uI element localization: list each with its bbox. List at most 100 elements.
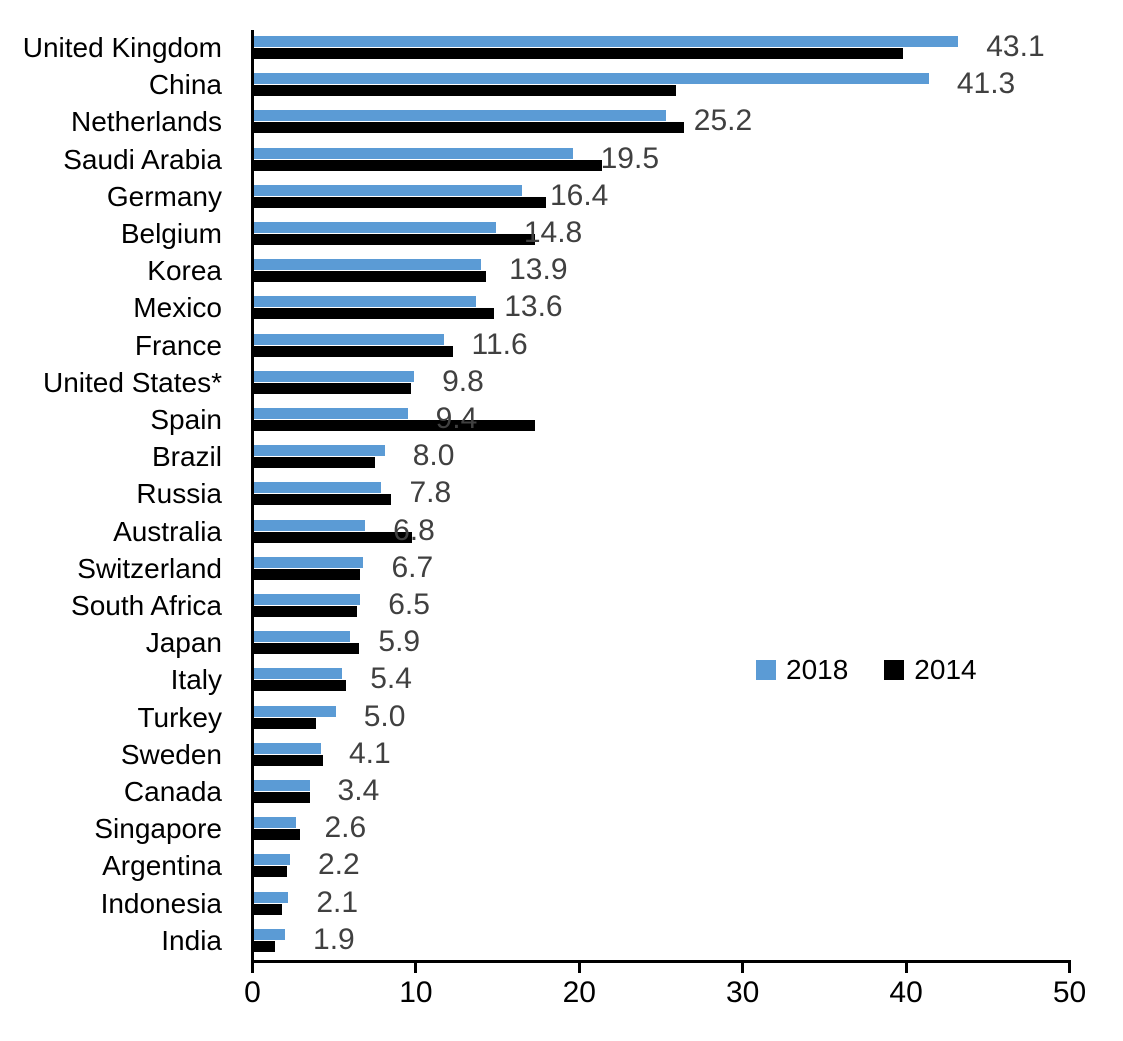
category-label: South Africa [71,590,222,621]
bar-2014 [254,903,282,915]
legend-item-2018: 2018 [756,656,848,684]
value-label: 3.4 [337,774,380,807]
category-label: China [148,69,222,101]
value-label: 25.2 [693,104,753,138]
category-label: Saudi Arabia [63,143,222,175]
x-tick [251,963,254,973]
bar-2018 [254,333,444,345]
category-label: Belgium [120,218,222,249]
value-label: 9.8 [442,364,484,398]
bar-2014 [254,940,276,952]
x-tick [577,963,581,973]
bar-2014 [254,234,536,245]
value-label: 2.2 [317,848,360,882]
value-label: 13.6 [504,290,563,324]
category-label: Russia [136,478,222,510]
bar-2018 [254,445,385,457]
category-label: Sweden [120,738,222,770]
plot-area: 43.1 41.3 25.2 19.5 16.4 14.8 13.9 13.6 11.6 9.8 9… [251,30,1071,963]
category-label: Germany [106,180,222,212]
value-label: 13.9 [509,253,568,287]
bar-2018 [254,519,366,531]
bar-2018 [254,817,297,829]
bar-2018 [254,184,522,196]
legend-label-2014: 2014 [914,654,977,685]
category-label: France [134,329,222,361]
bar-2014 [254,494,392,506]
value-label: 6.7 [391,550,434,584]
bar-2018 [254,482,382,494]
category-label: Canada [123,776,222,807]
bar-2018 [254,891,289,903]
category-label: Argentina [102,850,222,882]
value-label: 5.4 [370,662,412,696]
value-label: 7.8 [409,476,452,510]
x-tick-label: 40 [889,976,923,1009]
x-tick-label: 30 [726,976,760,1009]
legend-item-2014: 2014 [884,654,977,685]
bar-2014 [254,680,346,692]
bar-2018 [254,73,929,85]
bar-2014 [254,829,300,841]
category-label: Mexico [133,292,222,324]
value-label: 8.0 [412,439,455,473]
value-label: 11.6 [471,327,528,361]
bar-2018 [254,110,666,122]
legend-swatch-2018 [756,660,776,680]
x-tick [741,963,745,973]
bar-2018 [254,36,959,47]
value-label: 6.5 [388,588,430,621]
bar-2014 [254,420,536,431]
bar-2014 [254,345,454,357]
value-label: 6.8 [393,513,435,547]
category-label: Australia [113,515,222,547]
value-label: 2.1 [316,885,359,919]
category-label: Switzerland [77,552,222,584]
bar-2014 [254,382,411,394]
x-tick [414,963,418,973]
bar-2018 [254,222,496,233]
legend-label-2018: 2018 [786,654,849,685]
value-label: 9.4 [435,402,478,435]
category-label: Italy [170,664,222,696]
bar-2014 [254,866,287,878]
x-tick-label: 10 [399,976,433,1009]
bar-2018 [254,631,351,643]
category-label: Brazil [151,441,222,473]
bar-2018 [254,668,343,680]
bar-2014 [254,606,357,617]
bar-2018 [254,408,408,419]
category-label: United States* [43,366,222,398]
bar-2018 [254,259,482,271]
bar-2018 [254,705,336,717]
category-label: India [161,924,222,956]
x-tick-label: 0 [244,976,261,1009]
bar-2018 [254,296,477,308]
value-label: 43.1 [986,30,1045,63]
x-tick [904,963,908,973]
x-tick-label: 50 [1052,976,1087,1009]
category-label: Turkey [137,701,222,733]
value-label: 16.4 [549,178,609,212]
category-label: Singapore [94,813,222,845]
bar-2014 [254,85,676,97]
bar-2014 [254,717,317,729]
bar-2018 [254,780,310,791]
category-label: Japan [145,627,222,659]
bar-2014 [254,308,495,320]
bar-2014 [254,568,361,580]
bar-2018 [254,370,415,382]
category-label: Spain [150,404,222,435]
value-label: 1.9 [313,922,355,956]
bar-2018 [254,556,364,568]
bar-2014 [254,754,323,766]
bar-2018 [254,854,290,866]
bar-2014 [254,457,375,469]
bar-2018 [254,742,321,754]
bar-2018 [254,928,286,940]
bar-2018 [254,147,573,159]
value-label: 2.6 [324,811,367,845]
bar-2018 [254,594,361,605]
